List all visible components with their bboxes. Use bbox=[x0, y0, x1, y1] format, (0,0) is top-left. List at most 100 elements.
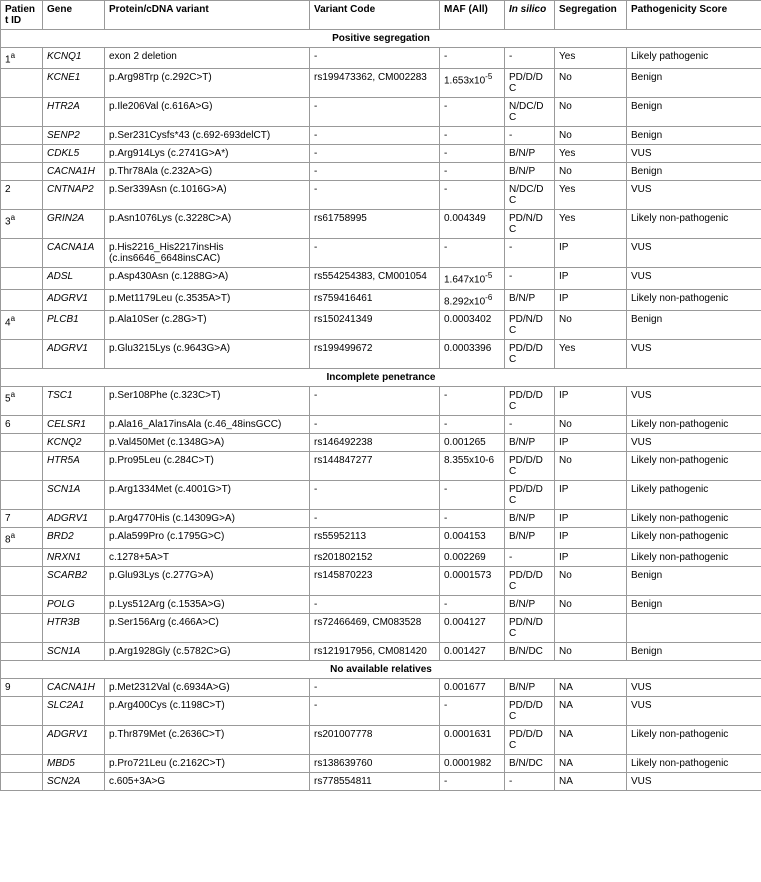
cell-patient-id bbox=[1, 289, 43, 310]
cell-variant: exon 2 deletion bbox=[105, 48, 310, 69]
cell-maf: - bbox=[440, 239, 505, 268]
cell-maf: 0.001265 bbox=[440, 433, 505, 451]
cell-variant-code: rs201802152 bbox=[310, 549, 440, 567]
cell-pathogenicity: VUS bbox=[627, 697, 761, 726]
cell-gene: POLG bbox=[43, 596, 105, 614]
cell-insilico: PD/N/DC bbox=[505, 614, 555, 643]
cell-variant-code: rs72466469, CM083528 bbox=[310, 614, 440, 643]
table-row: NRXN1c.1278+5A>Trs2018021520.002269-IPLi… bbox=[1, 549, 761, 567]
cell-insilico: N/DC/DC bbox=[505, 181, 555, 210]
cell-variant-code: rs199499672 bbox=[310, 339, 440, 368]
cell-segregation: IP bbox=[555, 509, 627, 527]
cell-variant: p.His2216_His2217insHis (c.ins6646_6648i… bbox=[105, 239, 310, 268]
cell-maf: 0.002269 bbox=[440, 549, 505, 567]
table-row: 5aTSC1p.Ser108Phe (c.323C>T)--PD/D/DCIPV… bbox=[1, 386, 761, 415]
cell-maf: 0.0001631 bbox=[440, 726, 505, 755]
table-row: CACNA1Hp.Thr78Ala (c.232A>G)--B/N/PNoBen… bbox=[1, 163, 761, 181]
cell-gene: HTR3B bbox=[43, 614, 105, 643]
cell-insilico: B/N/P bbox=[505, 509, 555, 527]
col-insilico: In silico bbox=[505, 1, 555, 30]
cell-gene: SCARB2 bbox=[43, 567, 105, 596]
cell-variant: p.Asp430Asn (c.1288G>A) bbox=[105, 268, 310, 289]
cell-segregation: No bbox=[555, 596, 627, 614]
cell-gene: CELSR1 bbox=[43, 415, 105, 433]
cell-gene: CNTNAP2 bbox=[43, 181, 105, 210]
cell-maf: 0.004153 bbox=[440, 527, 505, 548]
table-row: ADGRV1p.Glu3215Lys (c.9643G>A)rs19949967… bbox=[1, 339, 761, 368]
cell-maf: 0.0003396 bbox=[440, 339, 505, 368]
cell-pathogenicity: VUS bbox=[627, 339, 761, 368]
section-header: Incomplete penetrance bbox=[1, 368, 761, 386]
cell-maf: 0.004349 bbox=[440, 210, 505, 239]
cell-variant-code: rs759416461 bbox=[310, 289, 440, 310]
cell-gene: CACNA1H bbox=[43, 163, 105, 181]
col-pathogenicity: Pathogenicity Score bbox=[627, 1, 761, 30]
cell-patient-id: 9 bbox=[1, 679, 43, 697]
cell-variant: p.Pro721Leu (c.2162C>T) bbox=[105, 755, 310, 773]
cell-maf: - bbox=[440, 596, 505, 614]
cell-insilico: PD/D/DC bbox=[505, 726, 555, 755]
cell-insilico: - bbox=[505, 48, 555, 69]
cell-segregation: NA bbox=[555, 697, 627, 726]
cell-maf: - bbox=[440, 145, 505, 163]
cell-patient-id bbox=[1, 480, 43, 509]
cell-maf: 0.0001982 bbox=[440, 755, 505, 773]
cell-gene: CACNA1A bbox=[43, 239, 105, 268]
cell-patient-id: 7 bbox=[1, 509, 43, 527]
table-row: 2CNTNAP2p.Ser339Asn (c.1016G>A)--N/DC/DC… bbox=[1, 181, 761, 210]
cell-gene: NRXN1 bbox=[43, 549, 105, 567]
cell-variant-code: rs554254383, CM001054 bbox=[310, 268, 440, 289]
cell-insilico: B/N/P bbox=[505, 145, 555, 163]
cell-variant: p.Arg98Trp (c.292C>T) bbox=[105, 69, 310, 98]
cell-gene: TSC1 bbox=[43, 386, 105, 415]
cell-insilico: B/N/DC bbox=[505, 643, 555, 661]
table-row: SCN1Ap.Arg1928Gly (c.5782C>G)rs121917956… bbox=[1, 643, 761, 661]
cell-gene: SENP2 bbox=[43, 127, 105, 145]
cell-insilico: PD/D/DC bbox=[505, 386, 555, 415]
cell-insilico: PD/D/DC bbox=[505, 339, 555, 368]
cell-segregation: No bbox=[555, 69, 627, 98]
table-row: HTR5Ap.Pro95Leu (c.284C>T)rs1448472778.3… bbox=[1, 451, 761, 480]
table-row: SCARB2p.Glu93Lys (c.277G>A)rs1458702230.… bbox=[1, 567, 761, 596]
cell-pathogenicity: VUS bbox=[627, 433, 761, 451]
cell-pathogenicity: Benign bbox=[627, 567, 761, 596]
cell-variant: p.Arg914Lys (c.2741G>A*) bbox=[105, 145, 310, 163]
cell-insilico: PD/N/DC bbox=[505, 210, 555, 239]
cell-patient-id bbox=[1, 451, 43, 480]
col-segregation: Segregation bbox=[555, 1, 627, 30]
cell-gene: MBD5 bbox=[43, 755, 105, 773]
col-patient-id: Patient ID bbox=[1, 1, 43, 30]
cell-gene: SCN1A bbox=[43, 643, 105, 661]
cell-variant-code: rs121917956, CM081420 bbox=[310, 643, 440, 661]
cell-variant-code: - bbox=[310, 181, 440, 210]
cell-insilico: - bbox=[505, 268, 555, 289]
cell-maf: - bbox=[440, 773, 505, 791]
cell-segregation: IP bbox=[555, 480, 627, 509]
cell-segregation: Yes bbox=[555, 145, 627, 163]
cell-segregation: IP bbox=[555, 549, 627, 567]
cell-patient-id: 6 bbox=[1, 415, 43, 433]
cell-segregation: IP bbox=[555, 268, 627, 289]
cell-patient-id bbox=[1, 773, 43, 791]
cell-patient-id: 5a bbox=[1, 386, 43, 415]
cell-variant: p.Thr78Ala (c.232A>G) bbox=[105, 163, 310, 181]
cell-gene: KCNQ2 bbox=[43, 433, 105, 451]
cell-insilico: PD/D/DC bbox=[505, 69, 555, 98]
section-title: No available relatives bbox=[1, 661, 761, 679]
cell-insilico: PD/D/DC bbox=[505, 451, 555, 480]
cell-segregation: IP bbox=[555, 386, 627, 415]
cell-segregation: NA bbox=[555, 755, 627, 773]
cell-patient-id bbox=[1, 549, 43, 567]
cell-maf: 0.001427 bbox=[440, 643, 505, 661]
cell-variant: p.Ser156Arg (c.466A>C) bbox=[105, 614, 310, 643]
cell-variant-code: rs138639760 bbox=[310, 755, 440, 773]
cell-patient-id: 1a bbox=[1, 48, 43, 69]
cell-variant-code: - bbox=[310, 239, 440, 268]
cell-insilico: B/N/P bbox=[505, 679, 555, 697]
col-gene: Gene bbox=[43, 1, 105, 30]
cell-patient-id bbox=[1, 239, 43, 268]
cell-segregation: IP bbox=[555, 527, 627, 548]
section-header: Positive segregation bbox=[1, 30, 761, 48]
cell-gene: KCNE1 bbox=[43, 69, 105, 98]
cell-patient-id bbox=[1, 596, 43, 614]
